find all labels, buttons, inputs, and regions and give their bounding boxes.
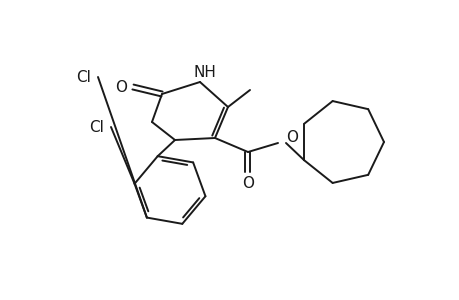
Text: Cl: Cl — [90, 119, 104, 134]
Text: NH: NH — [193, 64, 216, 80]
Text: O: O — [115, 80, 127, 94]
Text: O: O — [285, 130, 297, 145]
Text: O: O — [241, 176, 253, 191]
Text: Cl: Cl — [76, 70, 91, 85]
